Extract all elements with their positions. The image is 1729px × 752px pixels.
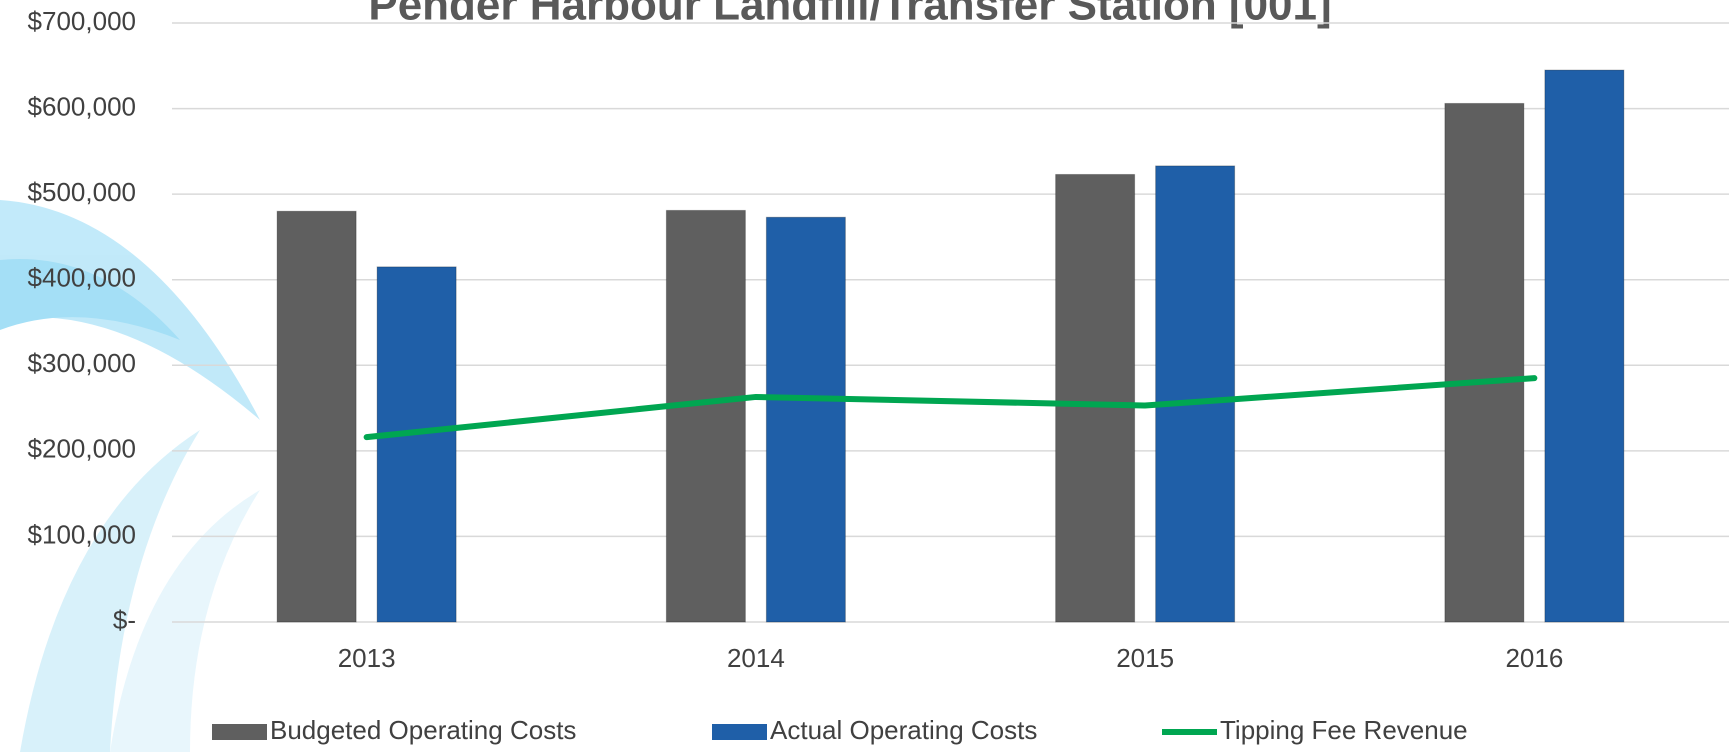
page: Pender Harbour Landfill/Transfer Station… [0, 0, 1729, 752]
line [367, 378, 1535, 437]
x-tick-label: 2016 [1505, 643, 1563, 673]
chart: Pender Harbour Landfill/Transfer Station… [0, 0, 1729, 752]
y-tick-label: $600,000 [28, 91, 136, 121]
y-tick-label: $400,000 [28, 263, 136, 293]
chart-title: Pender Harbour Landfill/Transfer Station… [368, 0, 1331, 30]
bar [1156, 166, 1235, 622]
bar [666, 210, 745, 622]
bar [377, 267, 456, 622]
legend-label: Actual Operating Costs [770, 715, 1037, 745]
legend-swatch [712, 724, 767, 740]
bar [1545, 70, 1624, 622]
y-tick-label: $- [113, 605, 136, 635]
y-tick-label: $200,000 [28, 434, 136, 464]
x-tick-label: 2014 [727, 643, 785, 673]
bar [1445, 103, 1524, 622]
y-tick-label: $500,000 [28, 177, 136, 207]
y-tick-label: $300,000 [28, 348, 136, 378]
bar [1056, 174, 1135, 622]
bar [766, 217, 845, 622]
legend-label: Budgeted Operating Costs [270, 715, 576, 745]
x-tick-label: 2015 [1116, 643, 1174, 673]
legend-swatch [212, 724, 267, 740]
legend-label: Tipping Fee Revenue [1220, 715, 1468, 745]
bar [277, 211, 356, 622]
x-tick-label: 2013 [338, 643, 396, 673]
y-tick-label: $100,000 [28, 519, 136, 549]
y-tick-label: $700,000 [28, 6, 136, 36]
